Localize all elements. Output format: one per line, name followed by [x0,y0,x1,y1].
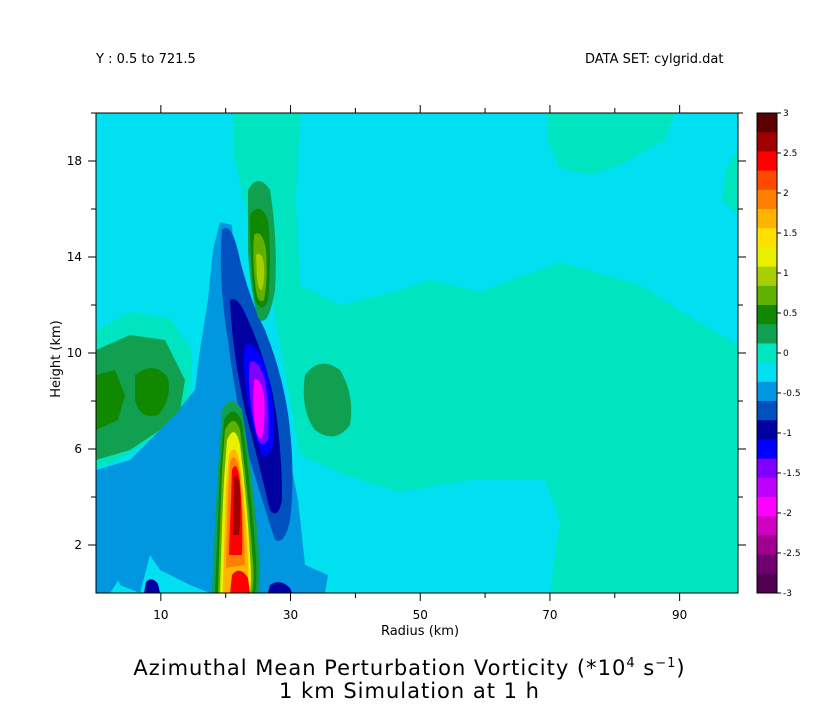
y-tick-label: 6 [74,442,82,456]
colorbar-swatch [757,324,777,344]
colorbar-swatch [757,132,777,152]
colorbar-swatch [757,189,777,210]
colorbar-label: 1 [783,269,789,279]
colorbar-label: 0 [783,349,789,359]
y-tick-label: 14 [67,250,82,264]
colorbar-label: 2 [783,189,789,199]
region-neg-5 [253,379,265,439]
colorbar-swatch [757,420,777,440]
colorbar-swatch [757,401,777,421]
region-neg-weak-left [96,525,122,593]
dataset-range-label: Y : 0.5 to 721.5 [96,52,196,67]
colorbar-swatch [757,113,777,133]
axis-tick-labels: 10 30 50 70 90 2 6 10 14 18 [67,154,688,622]
colorbar-label: 0.5 [783,309,797,319]
colorbar-swatch [757,497,777,517]
region-pos-left-core [96,370,125,430]
colorbar-label: -2 [783,509,792,519]
colorbar-label: 1.5 [783,229,797,239]
colorbar-swatch [757,285,777,306]
region-pos-left-core2 [135,368,169,416]
region-pos-top-right [548,113,675,175]
region-pos-right-edge [722,150,738,215]
y-tick-label: 2 [74,538,82,552]
colorbar-swatch [757,305,777,325]
x-tick-label: 70 [542,608,557,622]
colorbar-swatch [757,343,777,364]
colorbar-swatch [757,439,777,460]
colorbar-swatch [757,209,777,229]
dataset-name-label: DATA SET: cylgrid.dat [585,52,724,67]
colorbar-label: -1.5 [783,469,801,479]
colorbar-label: -1 [783,429,792,439]
colorbar-label: -2.5 [783,549,801,559]
colorbar-swatch [757,516,777,536]
region-pos-lobe-upper4 [256,253,265,290]
x-axis-label: Radius (km) [380,624,460,639]
chart-title-line1: Azimuthal Mean Perturbation Vorticity (*… [0,656,819,680]
y-axis-label: Height (km) [49,320,64,398]
colorbar: 3 2.5 2 1.5 1 0.5 0 -0.5 -1 -1.5 -2 -2.5 -3 [756,109,801,599]
colorbar-label: 2.5 [783,149,797,159]
title-end: ) [676,656,686,680]
y-tick-label: 18 [67,154,82,168]
colorbar-swatch [757,554,777,575]
colorbar-swatch [757,362,777,383]
colorbar-label: -3 [783,589,792,599]
title-exp2: −1 [655,656,677,671]
axis-ticks [88,105,746,601]
region-pos-col-base [230,570,250,593]
title-unit: s [635,656,656,680]
colorbar-label: -0.5 [783,389,801,399]
colorbar-swatch [757,573,777,594]
chart-title-line2: 1 km Simulation at 1 h [279,679,540,703]
colorbar-swatch [757,458,777,479]
colorbar-swatch [757,228,777,248]
colorbar-swatch [757,535,777,556]
x-tick-label: 10 [153,608,168,622]
x-tick-label: 90 [672,608,687,622]
title-exp1: 4 [626,656,636,671]
x-tick-label: 50 [413,608,428,622]
y-tick-label: 10 [67,346,82,360]
colorbar-swatch [757,477,777,498]
colorbar-swatch [757,151,777,172]
colorbar-swatch [757,266,777,287]
colorbar-swatch [757,170,777,191]
plot-area [96,113,738,593]
region-neg-base [268,582,292,593]
colorbar-swatch [757,247,777,268]
colorbar-label: 3 [783,109,789,119]
region-pos-lobe-37 [303,363,352,437]
region-neg-base2 [144,579,160,593]
title-main: Azimuthal Mean Perturbation Vorticity (*… [133,656,627,680]
region-pos-upper [233,113,738,593]
colorbar-swatch [757,381,777,402]
region-pos-col-8 [233,475,241,535]
x-tick-label: 30 [283,608,298,622]
